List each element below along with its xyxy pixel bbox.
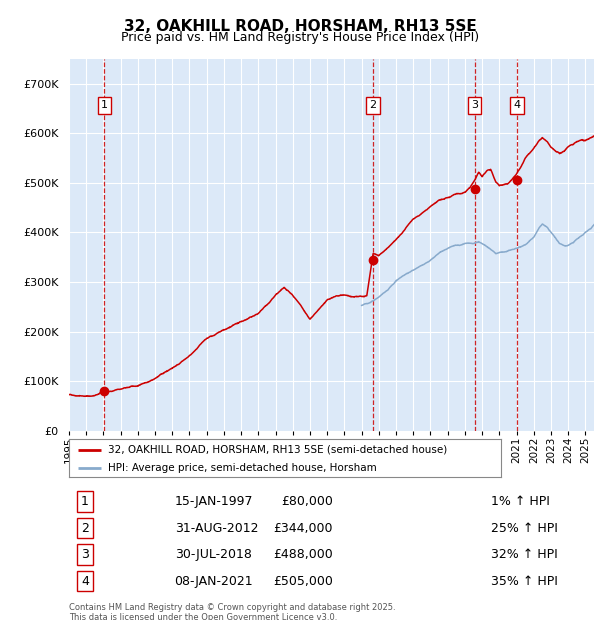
- Text: 31-AUG-2012: 31-AUG-2012: [175, 521, 258, 534]
- Text: 3: 3: [472, 100, 478, 110]
- Text: 32, OAKHILL ROAD, HORSHAM, RH13 5SE (semi-detached house): 32, OAKHILL ROAD, HORSHAM, RH13 5SE (sem…: [108, 445, 447, 454]
- Text: 1: 1: [81, 495, 89, 508]
- Text: 15-JAN-1997: 15-JAN-1997: [175, 495, 253, 508]
- Text: 2: 2: [370, 100, 377, 110]
- Text: 08-JAN-2021: 08-JAN-2021: [175, 575, 253, 588]
- Text: 1: 1: [101, 100, 107, 110]
- Text: 3: 3: [81, 548, 89, 561]
- Text: £344,000: £344,000: [274, 521, 333, 534]
- Text: 25% ↑ HPI: 25% ↑ HPI: [491, 521, 558, 534]
- Text: 35% ↑ HPI: 35% ↑ HPI: [491, 575, 558, 588]
- Text: £80,000: £80,000: [281, 495, 333, 508]
- Text: Contains HM Land Registry data © Crown copyright and database right 2025.
This d: Contains HM Land Registry data © Crown c…: [69, 603, 395, 620]
- Text: £488,000: £488,000: [273, 548, 333, 561]
- Text: 32, OAKHILL ROAD, HORSHAM, RH13 5SE: 32, OAKHILL ROAD, HORSHAM, RH13 5SE: [124, 19, 476, 33]
- Text: HPI: Average price, semi-detached house, Horsham: HPI: Average price, semi-detached house,…: [108, 463, 377, 473]
- Text: 2: 2: [81, 521, 89, 534]
- Text: 30-JUL-2018: 30-JUL-2018: [175, 548, 251, 561]
- Text: Price paid vs. HM Land Registry's House Price Index (HPI): Price paid vs. HM Land Registry's House …: [121, 31, 479, 44]
- Text: 4: 4: [81, 575, 89, 588]
- Text: £505,000: £505,000: [273, 575, 333, 588]
- Text: 4: 4: [514, 100, 520, 110]
- Text: 32% ↑ HPI: 32% ↑ HPI: [491, 548, 558, 561]
- Text: 1% ↑ HPI: 1% ↑ HPI: [491, 495, 550, 508]
